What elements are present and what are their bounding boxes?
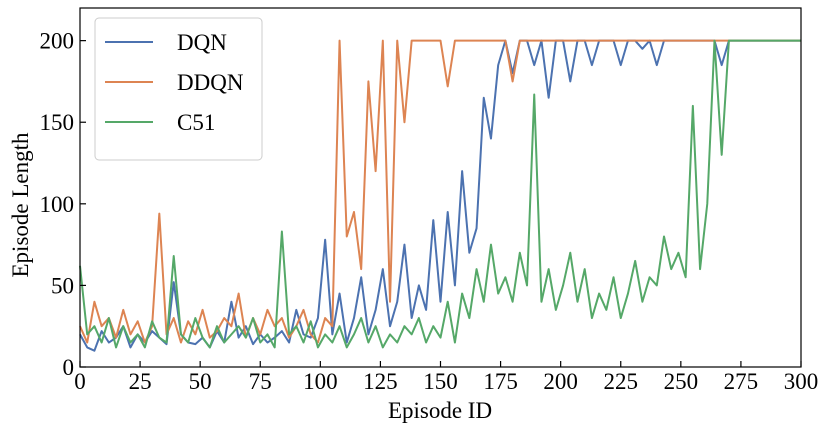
legend: DQN DDQN C51: [94, 17, 263, 161]
x-axis-label: Episode ID: [388, 398, 492, 423]
series-line: [79, 39, 801, 344]
x-tick-label: 225: [604, 369, 639, 394]
x-tick-label: 125: [363, 369, 398, 394]
y-tick-label: 200: [40, 29, 75, 54]
x-tick-label: 200: [543, 369, 578, 394]
legend-label: C51: [177, 110, 215, 135]
legend-label: DDQN: [177, 70, 244, 95]
legend-label: DQN: [177, 30, 227, 55]
x-tick-label: 250: [664, 369, 699, 394]
x-tick-label: 275: [724, 369, 759, 394]
x-tick-label: 25: [129, 369, 152, 394]
y-tick-label: 0: [63, 355, 75, 380]
x-tick-label: 300: [784, 369, 819, 394]
y-axis-label: Episode Length: [8, 132, 33, 277]
series-line: [79, 39, 801, 349]
x-tick-label: 175: [483, 369, 518, 394]
y-tick-label: 50: [51, 273, 74, 298]
x-tick-label: 0: [74, 369, 86, 394]
x-tick-label: 150: [423, 369, 458, 394]
legend-box: [94, 17, 263, 161]
x-tick-label: 100: [303, 369, 338, 394]
y-tick-label: 100: [40, 192, 75, 217]
y-tick-label: 150: [40, 110, 75, 135]
x-tick-label: 50: [189, 369, 212, 394]
x-tick-label: 75: [249, 369, 272, 394]
